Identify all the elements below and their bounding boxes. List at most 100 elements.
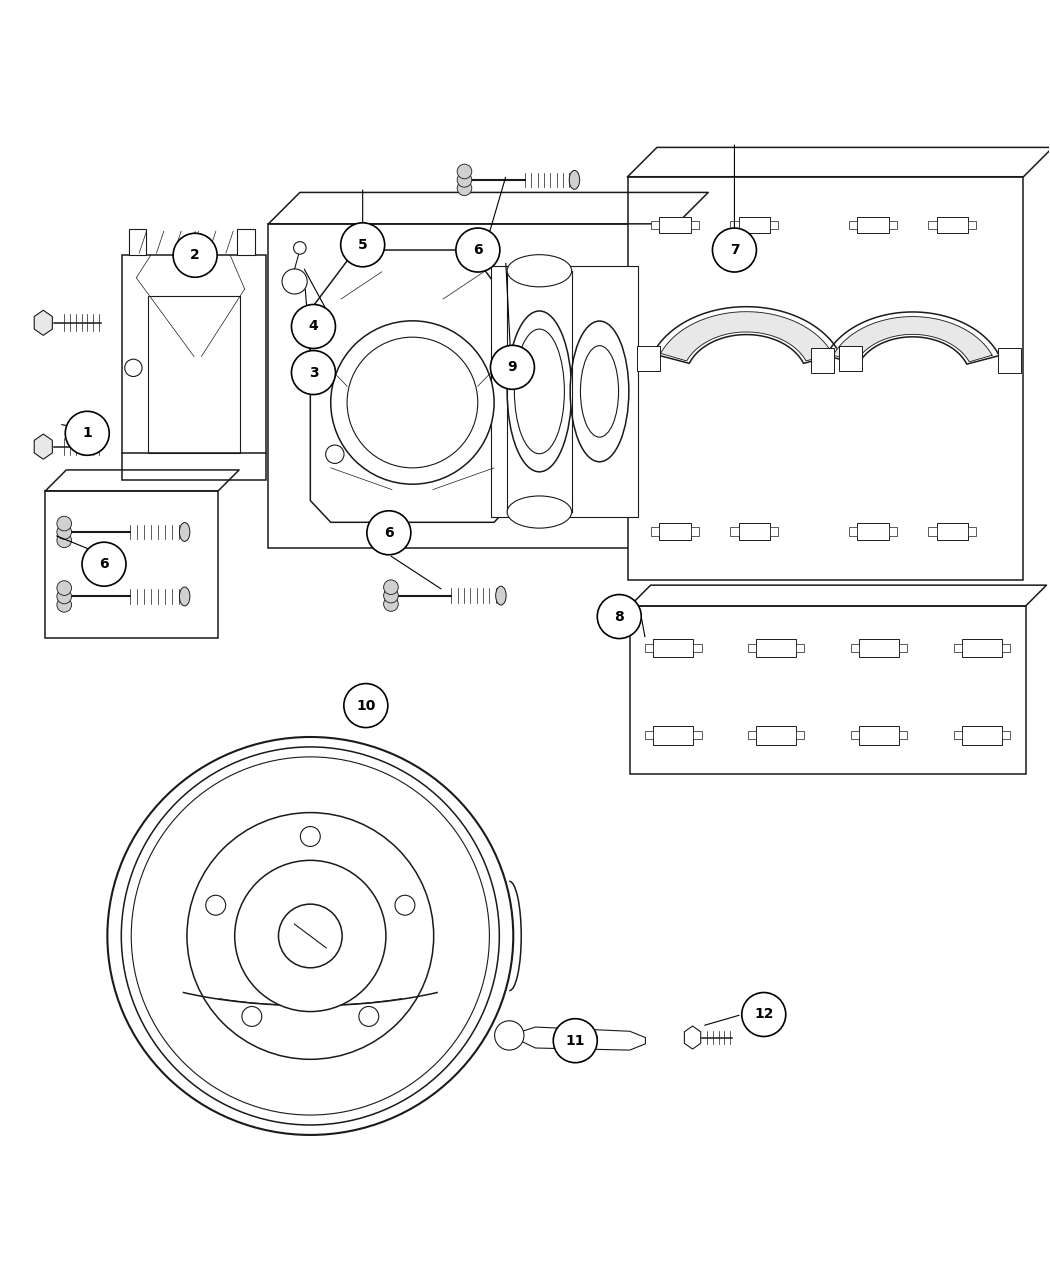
Bar bbox=[839, 347, 862, 371]
Ellipse shape bbox=[122, 747, 500, 1125]
Polygon shape bbox=[685, 1026, 700, 1049]
Circle shape bbox=[292, 351, 335, 394]
Bar bbox=[693, 644, 701, 652]
Polygon shape bbox=[148, 296, 240, 454]
Circle shape bbox=[457, 172, 471, 187]
Ellipse shape bbox=[187, 812, 434, 1060]
Ellipse shape bbox=[569, 171, 580, 189]
Circle shape bbox=[294, 242, 307, 254]
Bar bbox=[858, 217, 888, 233]
Text: 6: 6 bbox=[384, 525, 394, 539]
Text: 11: 11 bbox=[566, 1034, 585, 1048]
Ellipse shape bbox=[235, 861, 386, 1011]
Bar bbox=[1002, 731, 1010, 739]
Polygon shape bbox=[237, 230, 255, 255]
Ellipse shape bbox=[131, 757, 489, 1116]
Text: 12: 12 bbox=[754, 1007, 774, 1021]
Bar bbox=[659, 523, 691, 539]
Ellipse shape bbox=[180, 586, 190, 606]
Bar bbox=[756, 725, 796, 745]
Text: 3: 3 bbox=[309, 366, 318, 380]
Text: 1: 1 bbox=[82, 426, 92, 440]
Bar bbox=[968, 528, 976, 536]
Text: 6: 6 bbox=[99, 557, 109, 571]
Bar bbox=[1002, 644, 1010, 652]
Bar bbox=[859, 639, 899, 658]
Polygon shape bbox=[35, 434, 52, 459]
Polygon shape bbox=[660, 311, 833, 361]
Ellipse shape bbox=[359, 1006, 379, 1026]
Bar bbox=[850, 731, 859, 739]
Text: 5: 5 bbox=[358, 238, 367, 251]
Circle shape bbox=[456, 228, 500, 272]
Circle shape bbox=[326, 445, 344, 463]
Bar bbox=[756, 639, 796, 658]
Bar bbox=[693, 731, 701, 739]
Bar bbox=[637, 347, 660, 371]
Text: 6: 6 bbox=[474, 244, 483, 258]
Bar bbox=[651, 528, 659, 536]
Bar bbox=[645, 731, 653, 739]
Polygon shape bbox=[834, 316, 992, 362]
Bar bbox=[937, 523, 968, 539]
Ellipse shape bbox=[507, 311, 571, 472]
Bar bbox=[858, 523, 888, 539]
Ellipse shape bbox=[507, 496, 571, 528]
Bar bbox=[953, 731, 962, 739]
Text: 2: 2 bbox=[190, 249, 200, 263]
Bar bbox=[859, 725, 899, 745]
Circle shape bbox=[383, 580, 398, 594]
Polygon shape bbox=[826, 312, 1000, 365]
Polygon shape bbox=[129, 230, 146, 255]
Text: 10: 10 bbox=[356, 699, 376, 713]
Circle shape bbox=[713, 228, 756, 272]
Circle shape bbox=[495, 1021, 524, 1051]
Polygon shape bbox=[630, 606, 1026, 774]
Ellipse shape bbox=[300, 826, 320, 847]
Circle shape bbox=[292, 305, 335, 348]
Circle shape bbox=[343, 683, 387, 728]
Circle shape bbox=[82, 542, 126, 586]
Bar bbox=[796, 731, 804, 739]
Ellipse shape bbox=[278, 904, 342, 968]
Bar bbox=[962, 639, 1002, 658]
Circle shape bbox=[741, 992, 785, 1037]
Circle shape bbox=[490, 346, 534, 389]
Circle shape bbox=[57, 524, 71, 539]
Text: 8: 8 bbox=[614, 609, 624, 623]
Text: 7: 7 bbox=[730, 244, 739, 258]
Circle shape bbox=[57, 516, 71, 530]
Bar bbox=[850, 644, 859, 652]
Bar bbox=[748, 644, 756, 652]
Circle shape bbox=[366, 511, 411, 555]
Ellipse shape bbox=[553, 1028, 597, 1049]
Bar bbox=[888, 221, 897, 230]
Ellipse shape bbox=[496, 586, 506, 606]
Bar bbox=[937, 217, 968, 233]
Bar bbox=[748, 731, 756, 739]
Ellipse shape bbox=[242, 1006, 261, 1026]
Circle shape bbox=[331, 321, 495, 484]
Text: 4: 4 bbox=[309, 320, 318, 334]
Bar bbox=[691, 528, 699, 536]
Circle shape bbox=[457, 164, 471, 178]
Ellipse shape bbox=[395, 895, 415, 915]
Ellipse shape bbox=[180, 523, 190, 542]
Circle shape bbox=[57, 598, 71, 612]
Circle shape bbox=[340, 223, 384, 266]
Circle shape bbox=[457, 181, 471, 195]
Circle shape bbox=[125, 360, 142, 376]
Ellipse shape bbox=[514, 329, 565, 454]
Polygon shape bbox=[628, 177, 1024, 580]
Bar bbox=[770, 221, 778, 230]
Circle shape bbox=[383, 597, 398, 611]
Ellipse shape bbox=[570, 321, 629, 462]
Circle shape bbox=[282, 269, 308, 295]
Circle shape bbox=[348, 337, 478, 468]
Bar bbox=[849, 528, 858, 536]
Bar bbox=[968, 221, 976, 230]
Polygon shape bbox=[35, 310, 52, 335]
Polygon shape bbox=[122, 255, 267, 481]
Polygon shape bbox=[45, 491, 218, 638]
Bar bbox=[653, 639, 693, 658]
